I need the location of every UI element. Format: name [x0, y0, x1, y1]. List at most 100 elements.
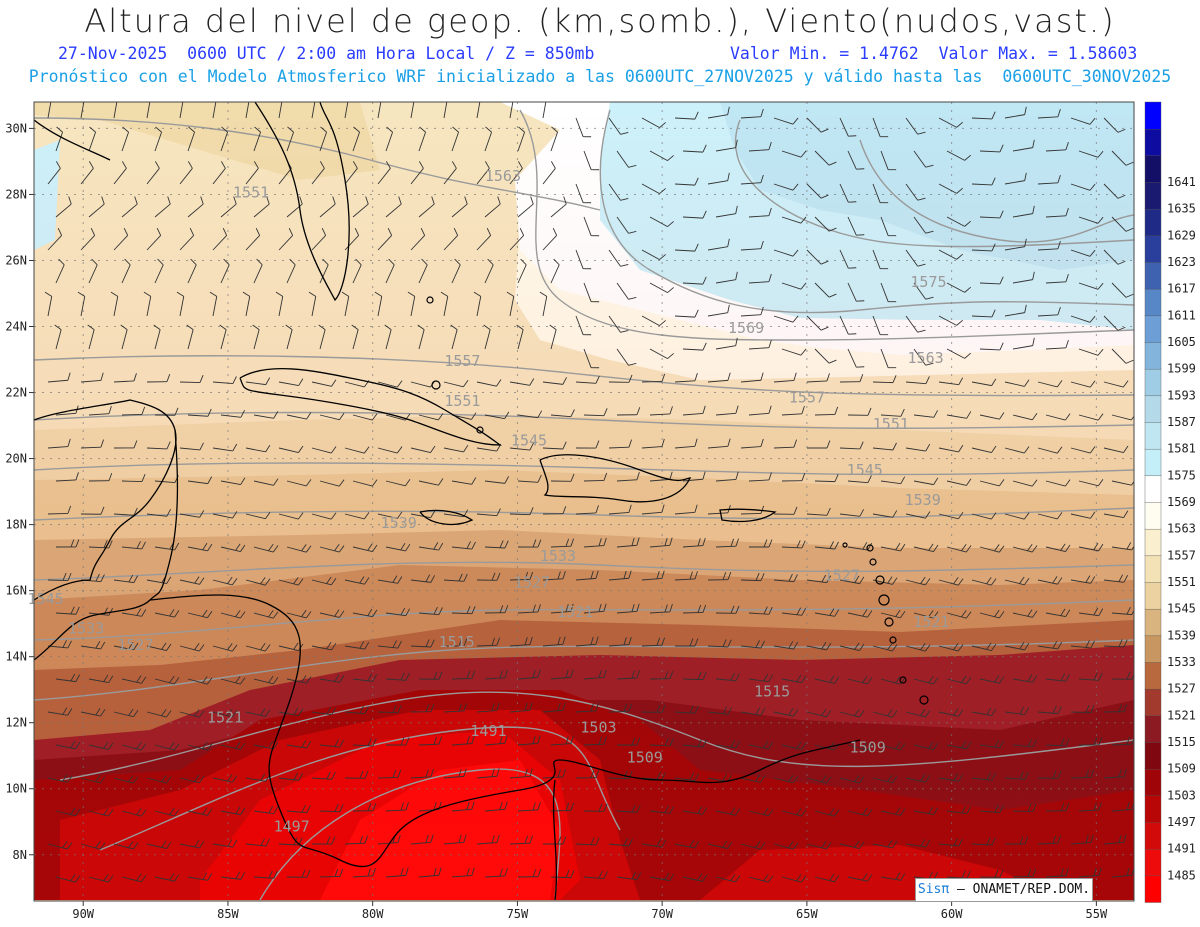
wind-barb	[1037, 175, 1061, 185]
min-max-line: Valor Min. = 1.4762 Valor Max. = 1.58603	[730, 44, 1138, 63]
wind-barb	[781, 540, 806, 549]
colorbar-label: 1515	[1167, 735, 1196, 749]
wind-barb	[286, 869, 311, 878]
wind-barb	[385, 478, 411, 487]
wind-barb	[542, 102, 547, 119]
wind-barb	[113, 775, 139, 784]
wind-barb	[212, 102, 217, 119]
wind-barb	[682, 210, 707, 219]
wind-barb	[286, 740, 312, 749]
contour-label: 1545	[28, 590, 64, 608]
wind-barb	[451, 258, 461, 284]
colorbar-swatch	[1144, 821, 1162, 850]
wind-barb	[872, 442, 897, 451]
wind-barb	[146, 775, 172, 784]
wind-barb	[484, 605, 509, 614]
wind-barb	[715, 271, 738, 284]
wind-barb	[905, 839, 931, 848]
wind-barb	[608, 249, 629, 267]
wind-barb	[649, 471, 673, 482]
wind-barb	[674, 309, 699, 318]
colorbar-label: 1539	[1167, 628, 1196, 642]
wind-barb	[509, 378, 535, 386]
wind-barb	[1045, 479, 1071, 487]
wind-barb	[44, 291, 53, 317]
contour-label: 1521	[207, 709, 243, 727]
wind-barb	[1037, 770, 1062, 779]
wind-barb	[377, 704, 402, 714]
wind-barb	[311, 227, 327, 251]
wind-barb	[1004, 706, 1030, 716]
wind-barb	[88, 674, 114, 684]
wind-barb	[971, 309, 996, 318]
wind-barb	[938, 773, 964, 782]
wind-barb	[1078, 607, 1104, 617]
wind-barb	[154, 196, 171, 218]
wind-barb	[946, 411, 972, 419]
wind-barb	[1037, 446, 1063, 454]
colorbar-label: 1641	[1167, 175, 1196, 189]
wind-barb	[1103, 445, 1129, 454]
wind-barb	[608, 183, 629, 201]
wind-barb	[47, 161, 61, 185]
wind-barb	[344, 446, 370, 454]
wind-barb	[550, 409, 575, 418]
wind-barb	[476, 637, 501, 647]
wind-barb	[47, 640, 72, 649]
wind-barb	[806, 440, 831, 449]
wind-barb	[113, 227, 129, 251]
wind-barb	[641, 373, 666, 383]
contour-label: 1497	[274, 818, 310, 836]
wind-barb	[938, 315, 964, 326]
wind-barb	[583, 408, 608, 417]
wind-barb	[517, 604, 541, 614]
wind-barb	[385, 542, 411, 552]
wind-barb	[253, 478, 279, 486]
wind-barb	[187, 196, 204, 218]
wind-barb	[814, 873, 840, 883]
lat-tick-label: 24N	[5, 320, 27, 334]
wind-barb	[517, 196, 534, 218]
wind-barb	[575, 375, 600, 384]
wind-barb	[179, 442, 204, 451]
colorbar-label: 1581	[1167, 442, 1196, 456]
wind-barb	[451, 867, 475, 878]
wind-barb	[1078, 216, 1104, 224]
wind-barb	[1045, 867, 1069, 878]
wind-barb	[451, 735, 475, 746]
wind-barb	[1045, 142, 1069, 152]
wind-barb	[550, 473, 575, 482]
wind-barb	[979, 144, 1004, 153]
wind-barb	[245, 227, 261, 251]
wind-barb	[352, 673, 378, 682]
wind-barb	[245, 377, 271, 386]
wind-barb	[674, 839, 700, 849]
wind-barb	[253, 805, 279, 815]
wind-barb	[839, 441, 864, 450]
wind-barb	[913, 741, 939, 751]
wind-barb	[219, 324, 227, 350]
wind-barb	[674, 504, 698, 515]
wind-barb	[443, 102, 448, 119]
wind-barb	[245, 708, 271, 717]
wind-barb	[707, 840, 733, 850]
wind-barb	[1012, 739, 1037, 748]
wind-barb	[212, 643, 238, 652]
wind-barb	[748, 673, 774, 683]
wind-barb	[1078, 413, 1104, 421]
wind-barb	[938, 838, 963, 847]
wind-barb	[872, 117, 889, 138]
wind-barb	[113, 161, 127, 185]
wind-barb	[245, 577, 271, 586]
wind-barb	[641, 249, 666, 260]
wind-barb	[583, 736, 608, 746]
wind-barb	[913, 216, 934, 234]
wind-barb	[872, 643, 898, 652]
wind-barb	[649, 150, 674, 161]
wind-barb	[450, 324, 458, 350]
wind-barb	[146, 161, 160, 185]
wind-barb	[847, 150, 865, 170]
colorbar-label: 1563	[1167, 522, 1196, 536]
wind-barb	[781, 150, 807, 158]
wind-barb	[979, 210, 1004, 219]
